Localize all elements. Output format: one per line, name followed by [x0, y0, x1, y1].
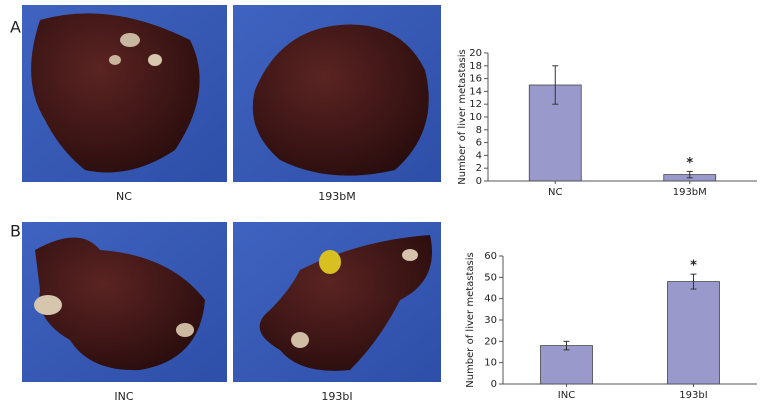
y-tick-label: 4: [476, 150, 482, 161]
image-caption: INC: [114, 390, 133, 403]
y-tick-label: 20: [469, 48, 482, 59]
image-caption: 193bI: [321, 390, 352, 403]
error-bar: [690, 273, 697, 290]
x-tick-label: INC: [558, 390, 575, 401]
y-tick-label: 40: [484, 294, 497, 305]
annotation: *: [690, 259, 697, 274]
y-axis-label: Number of liver metastasis: [465, 252, 476, 387]
bar: [667, 281, 720, 385]
y-tick-label: 60: [484, 251, 497, 262]
y-tick-label: 0: [476, 176, 482, 187]
y-tick-label: 10: [484, 358, 497, 369]
y-axis-label: Number of liver metastasis: [457, 49, 468, 184]
y-tick-label: 0: [491, 379, 497, 390]
panel-label: A: [10, 18, 21, 37]
y-tick-label: 20: [484, 336, 497, 347]
y-tick-label: 2: [476, 163, 482, 174]
y-tick-label: 30: [484, 315, 497, 326]
photo-193bi: [233, 222, 441, 382]
x-tick-label: 193bM: [673, 187, 707, 198]
y-tick-label: 14: [469, 86, 482, 97]
y-tick-label: 8: [476, 125, 482, 136]
photo-193bm: [233, 5, 441, 182]
error-bar: [563, 340, 570, 351]
error-bar: [686, 170, 693, 179]
y-tick-label: 50: [484, 272, 497, 283]
y-tick-label: 18: [469, 61, 482, 72]
y-tick-label: 16: [469, 74, 482, 85]
y-tick-label: 10: [469, 112, 482, 123]
x-tick-label: 193bI: [679, 390, 707, 401]
photo-inc: [22, 222, 227, 382]
error-bar: [552, 65, 559, 105]
y-tick-label: 12: [469, 99, 482, 110]
image-caption: 193bM: [318, 190, 355, 203]
image-caption: NC: [116, 190, 132, 203]
panel-label: B: [10, 222, 21, 241]
photo-nc: [22, 5, 227, 182]
x-tick-label: NC: [548, 187, 562, 198]
annotation: *: [686, 156, 693, 171]
y-tick-label: 6: [476, 138, 482, 149]
bar: [540, 345, 593, 385]
